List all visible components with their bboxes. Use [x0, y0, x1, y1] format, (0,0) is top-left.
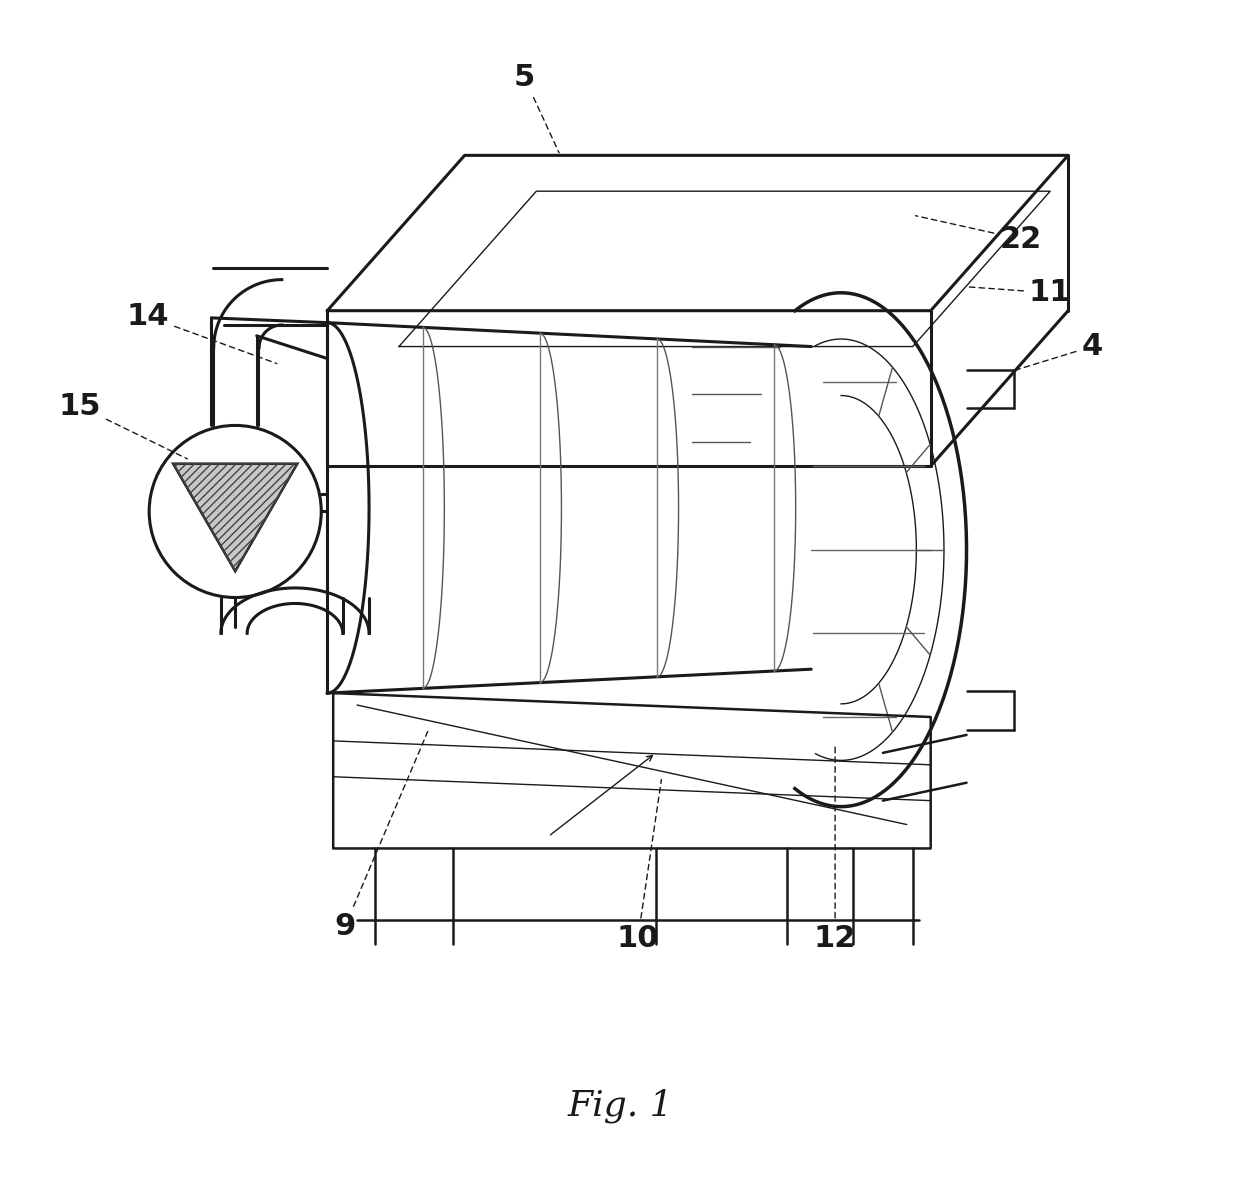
Text: 10: 10: [616, 779, 661, 952]
Text: Fig. 1: Fig. 1: [567, 1089, 673, 1122]
Text: 4: 4: [1017, 332, 1102, 369]
Text: 9: 9: [335, 731, 428, 940]
Text: 11: 11: [970, 278, 1071, 307]
Text: 14: 14: [126, 302, 277, 363]
Text: 22: 22: [915, 216, 1042, 253]
Text: 15: 15: [58, 392, 187, 459]
Text: 5: 5: [513, 63, 559, 153]
Text: 12: 12: [813, 743, 857, 952]
Polygon shape: [174, 464, 298, 571]
